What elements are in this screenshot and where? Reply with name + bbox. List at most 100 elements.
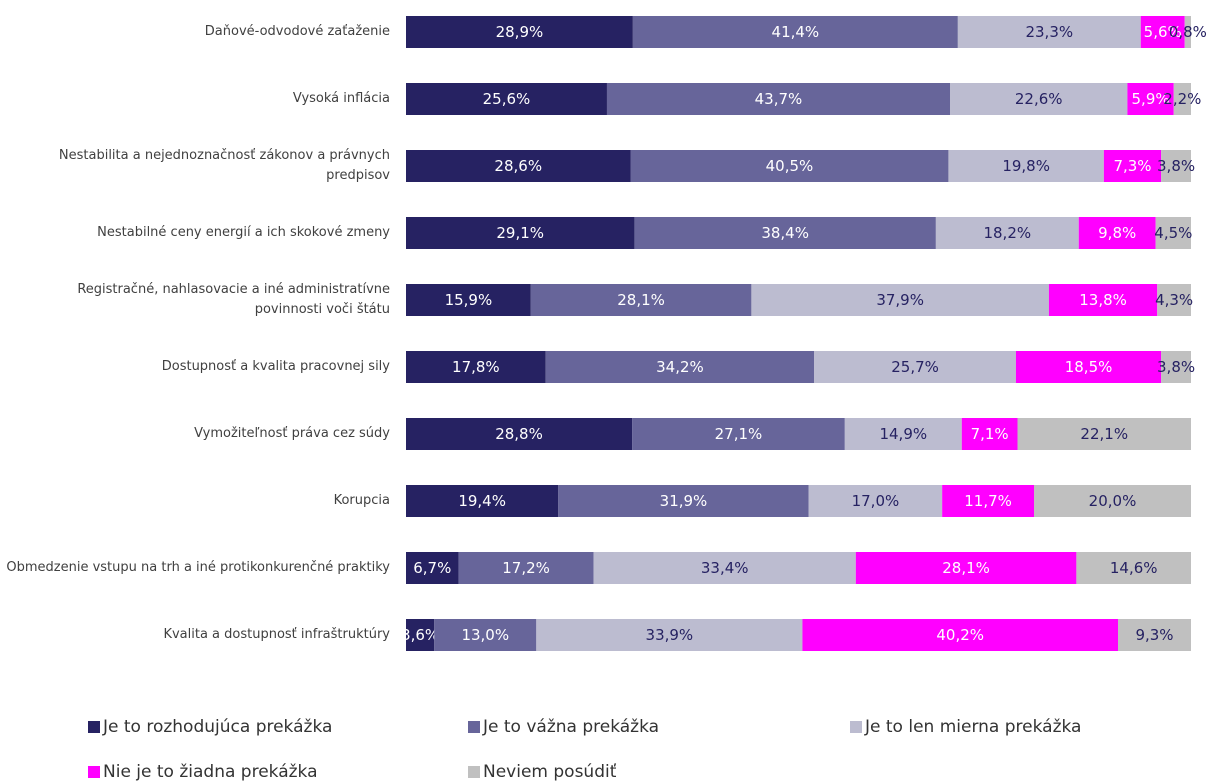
value-label: 18,5% xyxy=(1065,358,1113,376)
legend-label: Je to vážna prekážka xyxy=(483,717,660,737)
legend-label: Nie je to žiadna prekážka xyxy=(103,762,318,782)
category-label: Nestabilita a nejednoznačnosť zákonov a … xyxy=(58,148,390,183)
value-label: 33,4% xyxy=(701,559,749,577)
legend-item: Neviem posúdiť xyxy=(468,762,616,782)
value-label: 28,9% xyxy=(496,23,544,41)
bar-segment xyxy=(536,619,803,651)
value-label: 20,0% xyxy=(1089,492,1137,510)
bar-segment xyxy=(632,418,845,450)
legend-item: Je to len mierna prekážka xyxy=(850,717,1081,737)
value-label: 40,2% xyxy=(936,626,984,644)
bar-segment xyxy=(855,552,1077,584)
bar-segment xyxy=(961,418,1018,450)
bar-segment xyxy=(957,16,1141,48)
value-label: 27,1% xyxy=(715,425,763,443)
bar-segment xyxy=(1017,418,1191,450)
bar-segment xyxy=(634,217,936,249)
value-label: 13,8% xyxy=(1079,291,1127,309)
bar-segment xyxy=(530,284,752,316)
value-label: 29,1% xyxy=(496,224,544,242)
value-label: 28,6% xyxy=(494,157,542,175)
bar-segment xyxy=(1117,619,1191,651)
value-label: 28,1% xyxy=(617,291,665,309)
value-label: 4,5% xyxy=(1154,224,1192,242)
legend-item: Je to rozhodujúca prekážka xyxy=(88,717,332,737)
legend-swatch xyxy=(850,721,862,733)
value-label: 14,6% xyxy=(1110,559,1158,577)
value-label: 9,3% xyxy=(1135,626,1173,644)
value-label: 38,4% xyxy=(761,224,809,242)
bar-segment xyxy=(1048,284,1158,316)
value-label: 33,9% xyxy=(646,626,694,644)
bar-segment xyxy=(1161,351,1191,383)
value-label: 18,2% xyxy=(983,224,1031,242)
value-label: 28,8% xyxy=(495,425,543,443)
value-label: 28,1% xyxy=(942,559,990,577)
bar-segment xyxy=(606,83,951,115)
bar-segment xyxy=(406,217,635,249)
bar-segment xyxy=(751,284,1049,316)
legend-item: Nie je to žiadna prekážka xyxy=(88,762,318,782)
value-label: 31,9% xyxy=(660,492,708,510)
category-label: Nestabilné ceny energií a ich skokové zm… xyxy=(97,225,390,240)
value-label: 37,9% xyxy=(876,291,924,309)
bar-segment xyxy=(1127,83,1174,115)
category-label: Vysoká inflácia xyxy=(292,91,390,106)
value-label: 3,8% xyxy=(1157,157,1195,175)
legend-swatch xyxy=(468,766,480,778)
value-label: 6,7% xyxy=(413,559,451,577)
value-label: 3,8% xyxy=(1157,358,1195,376)
bar-segment xyxy=(545,351,815,383)
bar-segment xyxy=(406,284,531,316)
category-label: Kvalita a dostupnosť infraštruktúry xyxy=(163,627,390,642)
value-label: 43,7% xyxy=(755,90,803,108)
value-label: 11,7% xyxy=(964,492,1012,510)
value-label: 13,0% xyxy=(461,626,509,644)
category-label: Dostupnosť a kvalita pracovnej sily xyxy=(161,359,390,374)
value-label: 7,1% xyxy=(971,425,1009,443)
value-label: 4,3% xyxy=(1155,291,1193,309)
value-label: 25,7% xyxy=(891,358,939,376)
bar-segment xyxy=(1157,284,1191,316)
value-label: 22,1% xyxy=(1080,425,1128,443)
bar-segment xyxy=(814,351,1016,383)
bar-segment xyxy=(942,485,1034,517)
legend-swatch xyxy=(88,766,100,778)
bar-segment xyxy=(406,16,633,48)
value-label: 41,4% xyxy=(772,23,820,41)
value-label: 17,8% xyxy=(452,358,500,376)
value-label: 7,3% xyxy=(1113,157,1151,175)
bar-segment xyxy=(406,83,607,115)
value-label: 5,6% xyxy=(1144,23,1182,41)
value-label: 19,4% xyxy=(458,492,506,510)
bar-segment xyxy=(1015,351,1162,383)
bar-segment xyxy=(458,552,594,584)
bar-segment xyxy=(1161,150,1191,182)
legend-swatch xyxy=(468,721,480,733)
bar-segment xyxy=(632,16,958,48)
bar-segment xyxy=(802,619,1118,651)
bar-segment xyxy=(406,619,435,651)
bar-segment xyxy=(406,150,631,182)
value-label: 3,6% xyxy=(401,626,439,644)
value-label: 15,9% xyxy=(445,291,493,309)
bar-segment xyxy=(593,552,856,584)
bar-segment xyxy=(630,150,949,182)
value-label: 22,6% xyxy=(1015,90,1063,108)
category-label: Registračné, nahlasovacie a iné administ… xyxy=(77,282,390,317)
value-label: 19,8% xyxy=(1002,157,1050,175)
bar-segment xyxy=(950,83,1128,115)
legend-label: Neviem posúdiť xyxy=(483,762,617,782)
bar-segment xyxy=(434,619,537,651)
bar-segment xyxy=(1184,16,1191,48)
value-label: 14,9% xyxy=(879,425,927,443)
value-label: 23,3% xyxy=(1025,23,1073,41)
category-label: Obmedzenie vstupu na trh a iné protikonk… xyxy=(6,560,390,575)
bar-segment xyxy=(406,351,546,383)
value-label: 40,5% xyxy=(766,157,814,175)
legend-item: Je to vážna prekážka xyxy=(468,717,659,737)
bar-segment xyxy=(1078,217,1156,249)
bar-segment xyxy=(1173,83,1191,115)
